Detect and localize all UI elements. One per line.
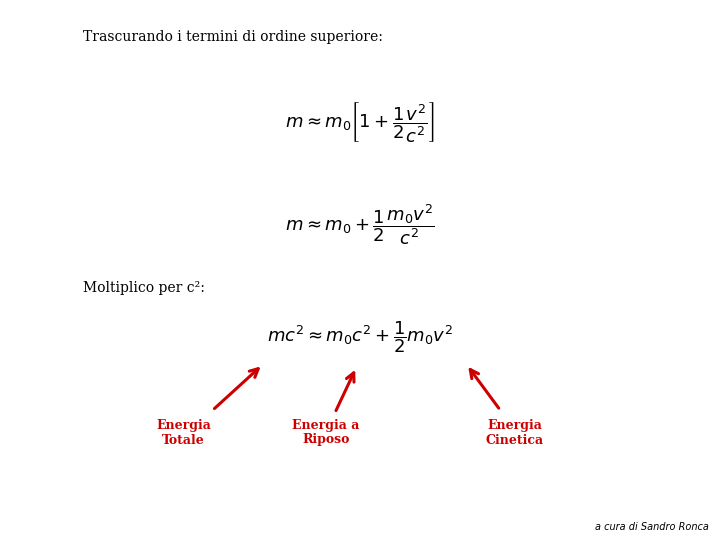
Text: $m \approx m_0 + \dfrac{1}{2}\dfrac{m_0 v^2}{c^2}$: $m \approx m_0 + \dfrac{1}{2}\dfrac{m_0 … [285,201,435,247]
Text: Moltiplico per c²:: Moltiplico per c²: [83,281,204,295]
Text: Energia
Totale: Energia Totale [156,418,211,447]
Text: Energia
Cinetica: Energia Cinetica [486,418,544,447]
Text: a cura di Sandro Ronca: a cura di Sandro Ronca [595,522,709,532]
Text: $mc^2 \approx m_0c^2 + \dfrac{1}{2}m_0v^2$: $mc^2 \approx m_0c^2 + \dfrac{1}{2}m_0v^… [267,320,453,355]
Text: Energia a
Riposo: Energia a Riposo [292,418,360,447]
Text: $m \approx m_0\left[1+\dfrac{1}{2}\dfrac{v^2}{c^2}\right]$: $m \approx m_0\left[1+\dfrac{1}{2}\dfrac… [285,99,435,144]
Text: Trascurando i termini di ordine superiore:: Trascurando i termini di ordine superior… [83,30,382,44]
